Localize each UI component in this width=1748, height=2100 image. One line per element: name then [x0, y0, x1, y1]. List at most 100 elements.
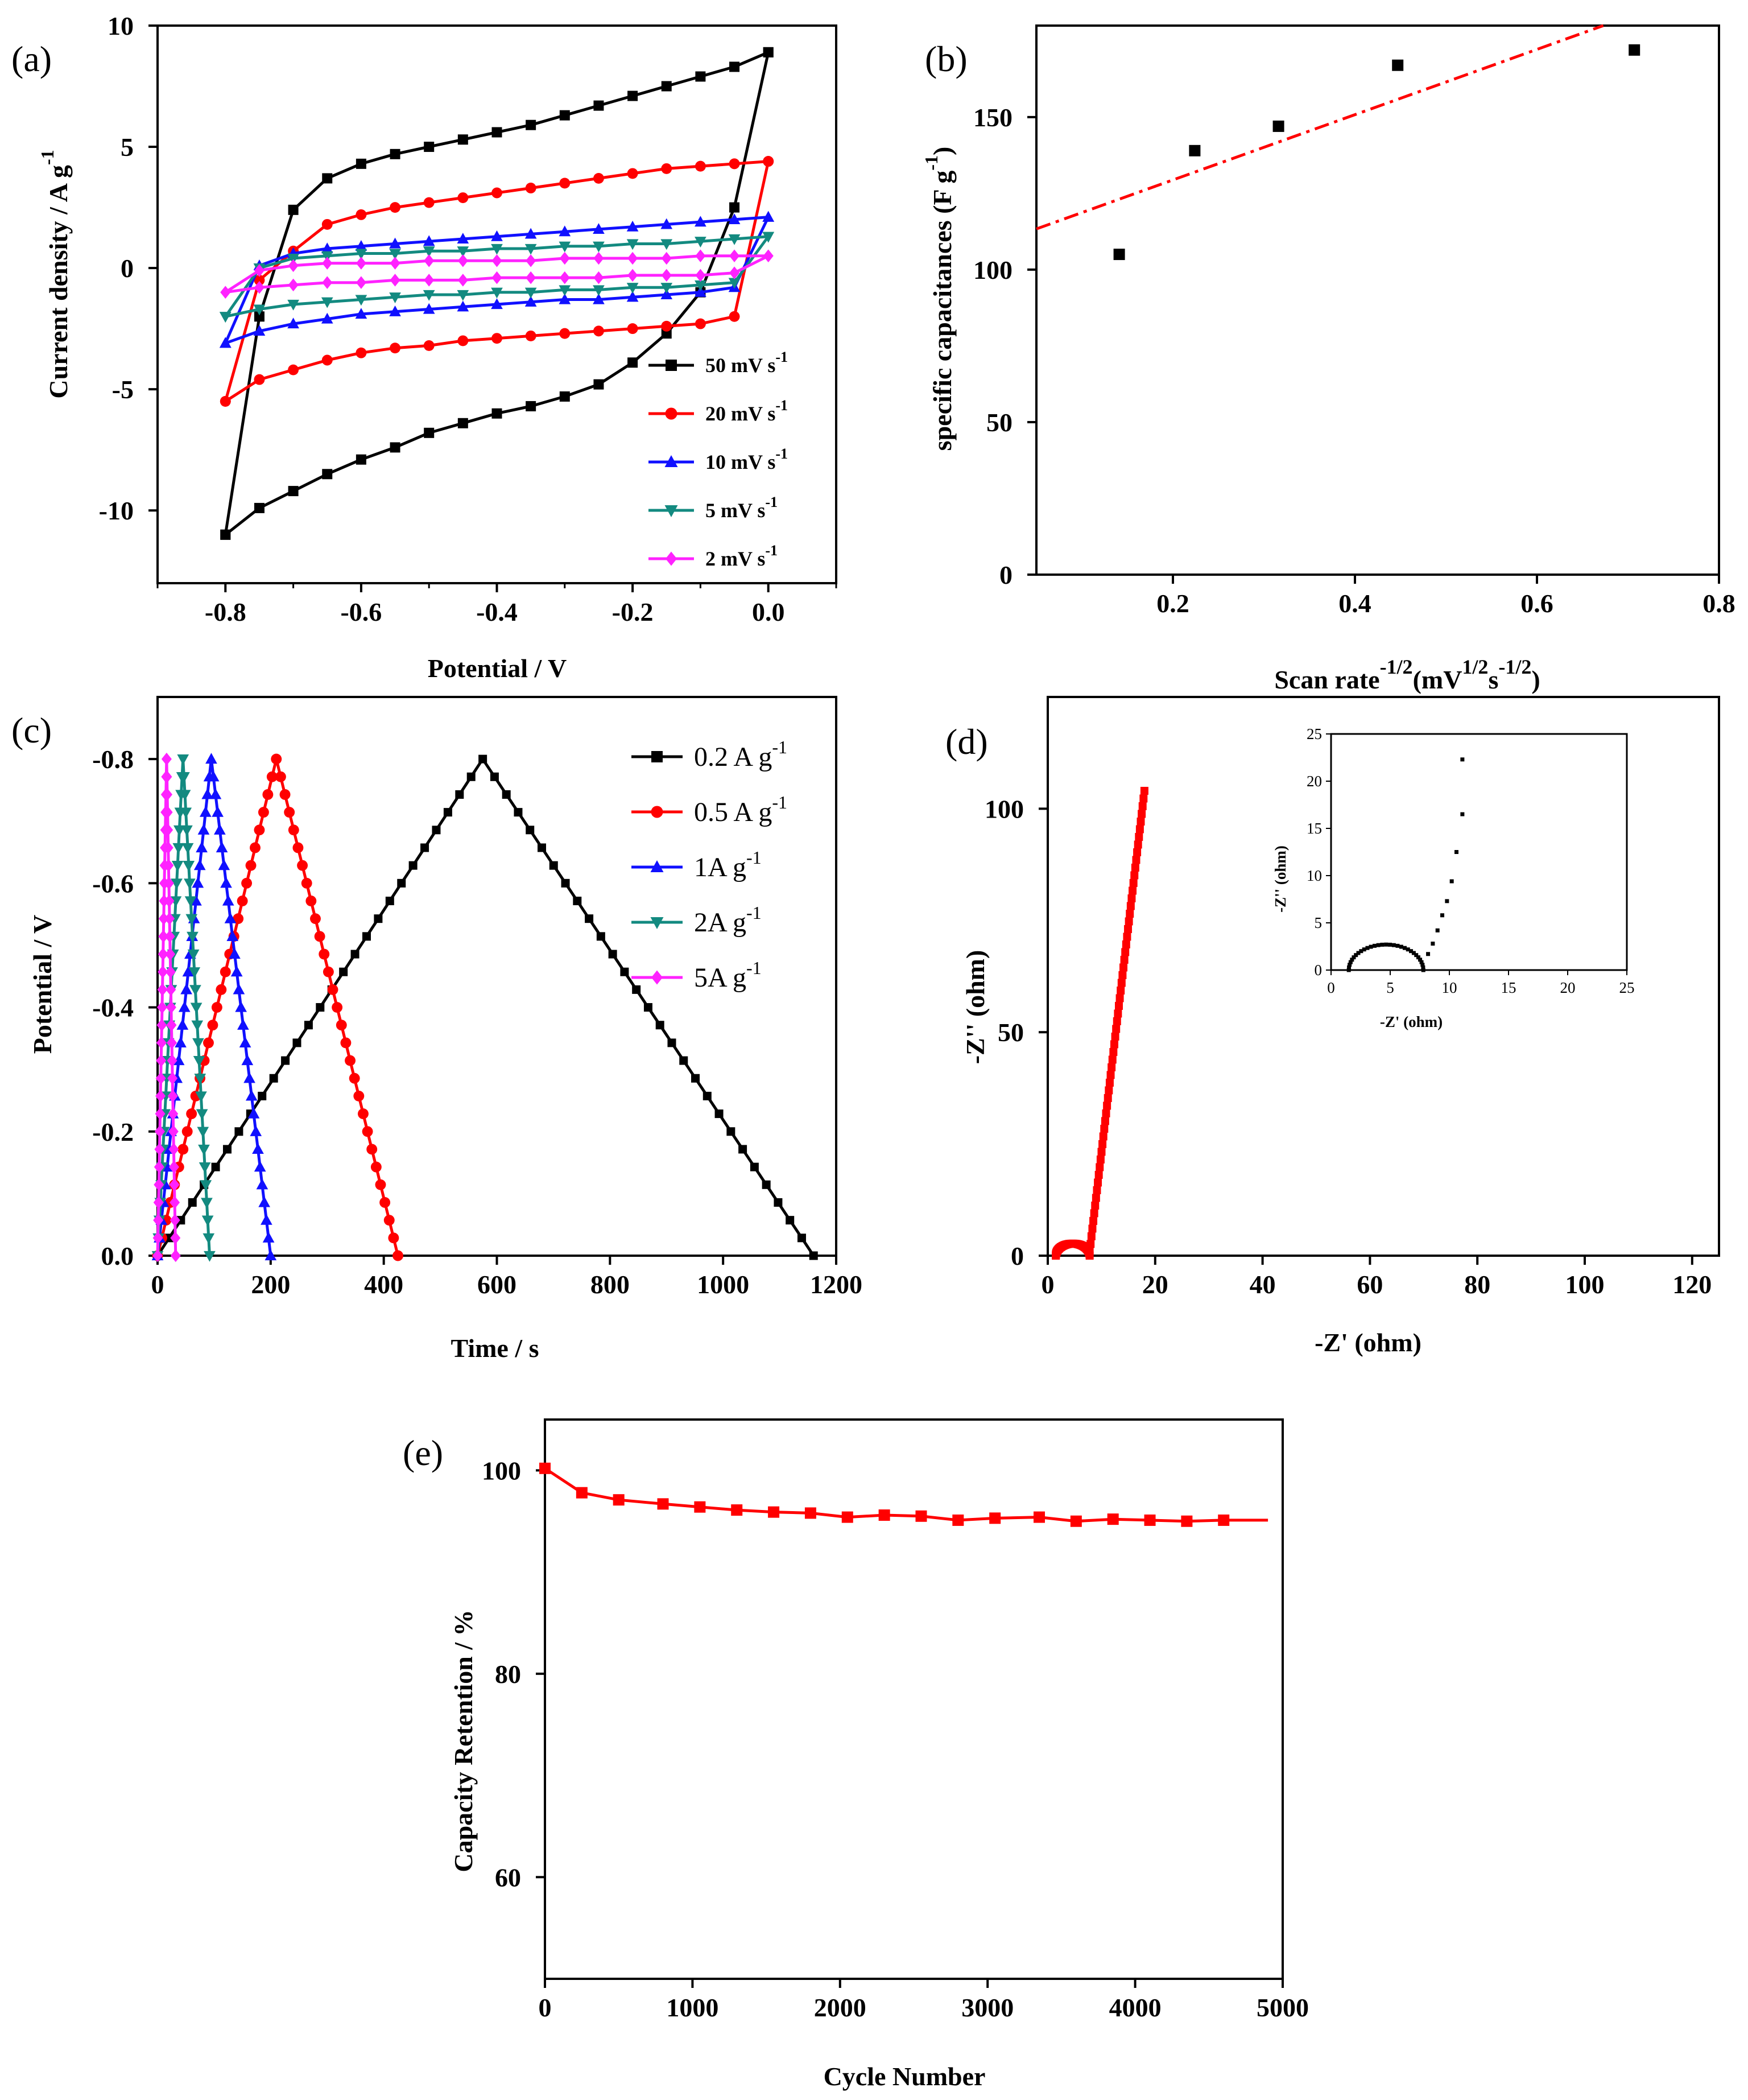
panel-c-point	[165, 947, 176, 961]
panel-c-point	[198, 1144, 210, 1156]
panel-c-y-axis-label-group: Potential / V	[28, 915, 57, 1054]
panel-d-point	[1125, 917, 1133, 926]
panel-c-point	[370, 1161, 382, 1173]
panel-a-point-upper	[389, 249, 401, 260]
panel-c-point	[153, 1196, 164, 1209]
panel-c-point	[226, 930, 239, 941]
panel-c-point	[203, 1037, 214, 1049]
panel-a-point-upper	[660, 239, 673, 250]
panel-d-inset-y-tick-label: 5	[1315, 914, 1323, 931]
panel-c-point	[182, 966, 195, 977]
panel-d-y-tick-label: 0	[1011, 1241, 1024, 1270]
panel-a-point-upper	[729, 158, 740, 170]
panel-c-point	[171, 861, 184, 872]
panel-c-point	[265, 1249, 277, 1261]
panel-d-point	[1106, 1071, 1115, 1079]
panel-d-inset-y-tick-label: 15	[1307, 820, 1322, 837]
panel-a-point-lower	[356, 276, 366, 289]
panel-d-inset-y-axis-label: -Z'' (ohm)	[1272, 845, 1289, 913]
panel-a-point-upper	[695, 71, 706, 82]
panel-d-inset-point	[1460, 757, 1465, 762]
panel-b-y-tick-label: 0	[999, 560, 1013, 589]
panel-c-point	[316, 1003, 325, 1012]
panel-a-legend-label: 20 mV s	[705, 402, 775, 425]
panel-c-point	[230, 966, 243, 977]
panel-a-point-lower	[288, 364, 299, 376]
panel-c-point	[166, 983, 176, 996]
panel-a-point-lower	[763, 156, 774, 167]
panel-c-point	[159, 894, 170, 907]
panel-d-point	[1139, 794, 1148, 803]
panel-c-point	[158, 947, 168, 961]
panel-d-point	[1117, 979, 1126, 987]
panel-a-point-lower	[593, 325, 604, 337]
panel-d-inset-point	[1414, 953, 1419, 958]
panel-c-point	[691, 1074, 700, 1083]
panel-c-point	[190, 894, 202, 906]
panel-c-point	[292, 1038, 301, 1047]
panel-c-point	[163, 841, 173, 855]
panel-c-point	[162, 788, 173, 801]
panel-c-point	[340, 1037, 352, 1049]
panel-a-point-lower	[423, 290, 435, 301]
panel-c-point	[726, 1127, 735, 1136]
panel-d-point	[1111, 1032, 1119, 1041]
panel-c-point	[809, 1251, 818, 1260]
panel-d-inset-point	[1356, 951, 1361, 955]
panel-c-point	[262, 1232, 275, 1243]
panel-a-point-upper	[424, 142, 435, 152]
panel-c-legend-marker	[651, 970, 663, 985]
panel-d-inset-point	[1399, 944, 1403, 949]
panel-d-inset-point	[1369, 944, 1373, 949]
panel-a-point-lower	[457, 290, 469, 301]
panel-c-point	[797, 1233, 806, 1243]
panel-b-x-axis-label-unit-exp1: 1/2	[1462, 655, 1488, 678]
panel-c-point	[154, 1125, 165, 1138]
panel-c-point	[375, 1179, 386, 1190]
panel-c-point	[383, 1215, 395, 1226]
panel-c-point	[171, 878, 183, 890]
panel-c-point	[155, 1090, 166, 1103]
panel-d-inset-point	[1372, 943, 1377, 948]
panel-c-point	[388, 1232, 399, 1244]
panel-e-point	[1144, 1514, 1156, 1526]
panel-c-legend-label: 0.2 A g	[694, 742, 772, 772]
panel-e-y-tick-label: 100	[482, 1456, 521, 1485]
panel-c-x-tick-label: 800	[590, 1270, 630, 1299]
panel-a-point-lower	[559, 328, 571, 339]
panel-e-point	[576, 1487, 588, 1499]
panel-c-x-tick-label: 400	[364, 1270, 403, 1299]
panel-c-point	[189, 985, 201, 996]
panel-d-point	[1120, 955, 1129, 964]
panel-c-point	[155, 1107, 166, 1120]
panel-a-point-upper	[593, 100, 604, 111]
panel-a-point-lower	[457, 300, 469, 312]
panel-a-point-upper	[288, 259, 299, 273]
panel-a-point-lower	[322, 276, 333, 289]
panel-d-point	[1114, 1009, 1122, 1018]
panel-c-point	[187, 931, 199, 943]
panel-d-inset-point	[1420, 963, 1425, 967]
panel-c-point	[443, 808, 452, 817]
panel-c-point	[561, 878, 570, 888]
panel-c-point	[432, 826, 441, 835]
panel-a-legend-unit-exp: -1	[775, 445, 788, 462]
panel-c-point	[271, 753, 282, 765]
panel-d-point	[1090, 1209, 1098, 1218]
panel-c-legend-unit-exp: -1	[746, 847, 762, 868]
panel-d-y-axis-label-group: -Z'' (ohm)	[961, 950, 990, 1065]
panel-c-point	[199, 806, 212, 817]
panel-c-legend-unit-exp: -1	[772, 792, 787, 812]
panel-a-point-lower	[219, 312, 232, 323]
panel-a-x-axis-label: Potential / V	[428, 654, 567, 683]
panel-a-point-upper	[356, 209, 367, 220]
panel-d-inset-x-tick-label: 5	[1386, 979, 1394, 996]
panel-a-point-upper	[559, 225, 571, 237]
panel-c-point	[235, 1001, 247, 1012]
panel-d-inset-point	[1435, 928, 1440, 933]
panel-d-inset-y-tick-label: 20	[1307, 773, 1322, 790]
panel-a-point-lower	[695, 318, 706, 329]
panel-c-point	[237, 896, 248, 906]
panel-c-point	[655, 1021, 664, 1030]
panel-c-point	[408, 861, 418, 870]
